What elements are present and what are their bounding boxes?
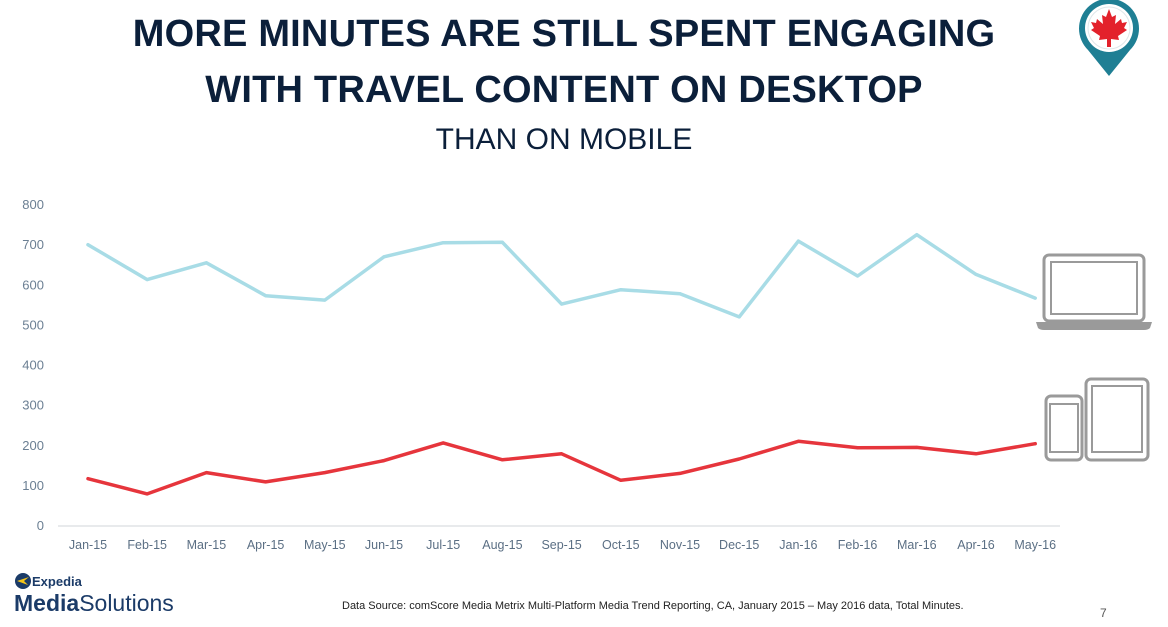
data-point — [145, 278, 149, 282]
logo-media-text: Media — [14, 590, 80, 616]
x-tick-label: Apr-16 — [957, 538, 995, 552]
expedia-media-solutions-logo: Expedia MediaSolutions — [14, 572, 174, 616]
y-tick-label: 400 — [22, 358, 44, 373]
x-tick-label: Jun-15 — [365, 538, 403, 552]
x-tick-label: Sep-15 — [541, 538, 581, 552]
x-tick-label: Jan-15 — [69, 538, 107, 552]
data-point — [323, 298, 327, 302]
data-point — [737, 457, 741, 461]
data-point — [382, 459, 386, 463]
x-tick-label: Oct-15 — [602, 538, 640, 552]
x-tick-label: May-15 — [304, 538, 346, 552]
data-point — [678, 292, 682, 296]
data-point — [323, 471, 327, 475]
data-point — [619, 288, 623, 292]
data-point — [500, 458, 504, 462]
data-point — [856, 446, 860, 450]
data-point — [678, 471, 682, 475]
x-tick-label: Mar-16 — [897, 538, 937, 552]
tablet-icon — [1084, 377, 1150, 462]
y-tick-label: 0 — [37, 518, 44, 533]
title-line-1: MORE MINUTES ARE STILL SPENT ENGAGING — [132, 13, 996, 55]
data-point — [204, 261, 208, 265]
data-point — [264, 294, 268, 298]
data-point — [441, 241, 445, 245]
logo-solutions-text: Solutions — [79, 590, 174, 616]
data-point — [1033, 296, 1037, 300]
y-tick-label: 500 — [22, 317, 44, 332]
data-point — [500, 240, 504, 244]
data-point — [145, 492, 149, 496]
data-point — [796, 439, 800, 443]
title-line-2: WITH TRAVEL CONTENT ON DESKTOP — [205, 69, 923, 111]
laptop-icon — [1036, 253, 1152, 330]
y-tick-label: 100 — [22, 478, 44, 493]
data-point — [737, 315, 741, 319]
data-point — [204, 471, 208, 475]
x-tick-label: Aug-15 — [482, 538, 522, 552]
series-line-mobile — [86, 439, 1037, 496]
data-point — [1033, 442, 1037, 446]
y-tick-label: 300 — [22, 398, 44, 413]
x-tick-label: Nov-15 — [660, 538, 700, 552]
data-point — [86, 477, 90, 481]
x-tick-label: Apr-15 — [247, 538, 285, 552]
page-number: 7 — [1100, 606, 1107, 620]
data-point — [974, 452, 978, 456]
data-point — [856, 274, 860, 278]
data-point — [86, 243, 90, 247]
data-point — [974, 272, 978, 276]
data-source-note: Data Source: comScore Media Metrix Multi… — [342, 600, 964, 612]
data-point — [796, 239, 800, 243]
x-tick-label: Jul-15 — [426, 538, 460, 552]
y-tick-label: 600 — [22, 277, 44, 292]
data-point — [441, 441, 445, 445]
x-tick-label: Mar-15 — [187, 538, 227, 552]
canada-map-pin-icon — [1079, 0, 1139, 76]
data-point — [560, 302, 564, 306]
expedia-globe-icon — [15, 573, 31, 589]
data-point — [915, 233, 919, 237]
data-point — [560, 452, 564, 456]
y-tick-label: 200 — [22, 438, 44, 453]
y-tick-label: 700 — [22, 237, 44, 252]
y-tick-label: 800 — [22, 197, 44, 212]
subtitle: THAN ON MOBILE — [435, 123, 693, 156]
data-point — [382, 255, 386, 259]
x-tick-label: Feb-15 — [127, 538, 167, 552]
data-point — [915, 445, 919, 449]
x-tick-label: Feb-16 — [838, 538, 878, 552]
data-point — [264, 480, 268, 484]
data-point — [619, 478, 623, 482]
x-tick-label: Dec-15 — [719, 538, 759, 552]
x-tick-label: Jan-16 — [779, 538, 817, 552]
x-tick-label: May-16 — [1014, 538, 1056, 552]
phone-icon — [1044, 394, 1084, 462]
logo-expedia-text: Expedia — [32, 573, 82, 589]
